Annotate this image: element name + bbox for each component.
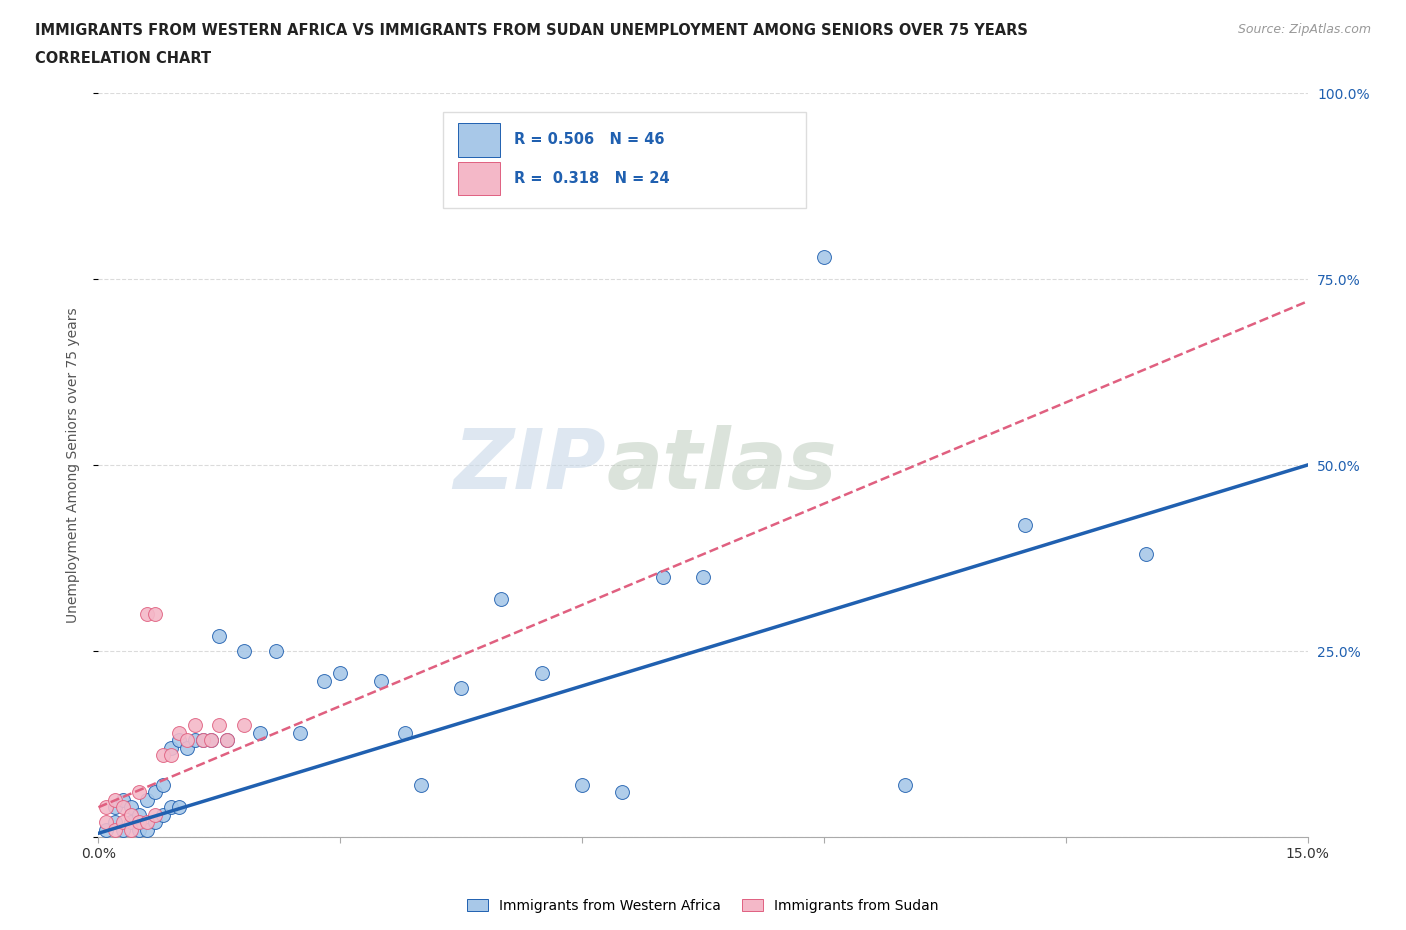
Point	[329, 666, 352, 681]
Point	[128, 815, 150, 830]
FancyBboxPatch shape	[457, 123, 501, 156]
Point	[135, 792, 157, 807]
FancyBboxPatch shape	[457, 162, 501, 195]
Text: ZIP: ZIP	[454, 424, 606, 506]
Point	[772, 182, 794, 197]
Point	[135, 815, 157, 830]
Point	[184, 718, 207, 733]
Point	[651, 569, 673, 584]
Point	[152, 807, 174, 822]
Point	[200, 733, 222, 748]
Point	[288, 725, 311, 740]
Point	[217, 733, 239, 748]
Text: atlas: atlas	[606, 424, 837, 506]
Point	[249, 725, 271, 740]
Point	[314, 673, 336, 688]
Point	[232, 644, 254, 658]
Point	[128, 807, 150, 822]
Point	[143, 606, 166, 621]
Point	[120, 815, 142, 830]
Point	[692, 569, 714, 584]
Point	[167, 725, 190, 740]
Point	[176, 740, 198, 755]
Point	[491, 591, 513, 606]
Point	[152, 748, 174, 763]
Point	[120, 807, 142, 822]
Point	[96, 822, 118, 837]
Point	[160, 800, 183, 815]
Point	[152, 777, 174, 792]
Point	[120, 800, 142, 815]
Point	[409, 777, 432, 792]
Point	[111, 800, 134, 815]
Point	[103, 792, 125, 807]
Text: R =  0.318   N = 24: R = 0.318 N = 24	[515, 171, 671, 186]
Point	[571, 777, 593, 792]
Point	[135, 822, 157, 837]
Point	[96, 800, 118, 815]
Point	[217, 733, 239, 748]
Point	[1014, 517, 1036, 532]
Point	[176, 733, 198, 748]
Y-axis label: Unemployment Among Seniors over 75 years: Unemployment Among Seniors over 75 years	[66, 307, 80, 623]
Text: Source: ZipAtlas.com: Source: ZipAtlas.com	[1237, 23, 1371, 36]
Point	[893, 777, 915, 792]
Point	[394, 725, 416, 740]
Point	[111, 815, 134, 830]
Point	[111, 792, 134, 807]
Point	[103, 815, 125, 830]
Point	[167, 800, 190, 815]
Point	[103, 822, 125, 837]
Point	[1135, 547, 1157, 562]
Text: CORRELATION CHART: CORRELATION CHART	[35, 51, 211, 66]
Point	[612, 785, 634, 800]
Point	[160, 740, 183, 755]
FancyBboxPatch shape	[443, 112, 806, 208]
Text: R = 0.506   N = 46: R = 0.506 N = 46	[515, 132, 665, 147]
Point	[200, 733, 222, 748]
Point	[143, 785, 166, 800]
Point	[143, 815, 166, 830]
Point	[128, 822, 150, 837]
Legend: Immigrants from Western Africa, Immigrants from Sudan: Immigrants from Western Africa, Immigran…	[463, 894, 943, 919]
Point	[264, 644, 287, 658]
Point	[208, 629, 231, 644]
Point	[184, 733, 207, 748]
Point	[193, 733, 215, 748]
Point	[111, 822, 134, 837]
Point	[103, 800, 125, 815]
Point	[135, 606, 157, 621]
Text: IMMIGRANTS FROM WESTERN AFRICA VS IMMIGRANTS FROM SUDAN UNEMPLOYMENT AMONG SENIO: IMMIGRANTS FROM WESTERN AFRICA VS IMMIGR…	[35, 23, 1028, 38]
Point	[128, 785, 150, 800]
Point	[143, 807, 166, 822]
Point	[232, 718, 254, 733]
Point	[120, 822, 142, 837]
Point	[813, 249, 835, 264]
Point	[167, 733, 190, 748]
Point	[208, 718, 231, 733]
Point	[370, 673, 392, 688]
Point	[450, 681, 472, 696]
Point	[160, 748, 183, 763]
Point	[193, 733, 215, 748]
Point	[530, 666, 553, 681]
Point	[96, 815, 118, 830]
